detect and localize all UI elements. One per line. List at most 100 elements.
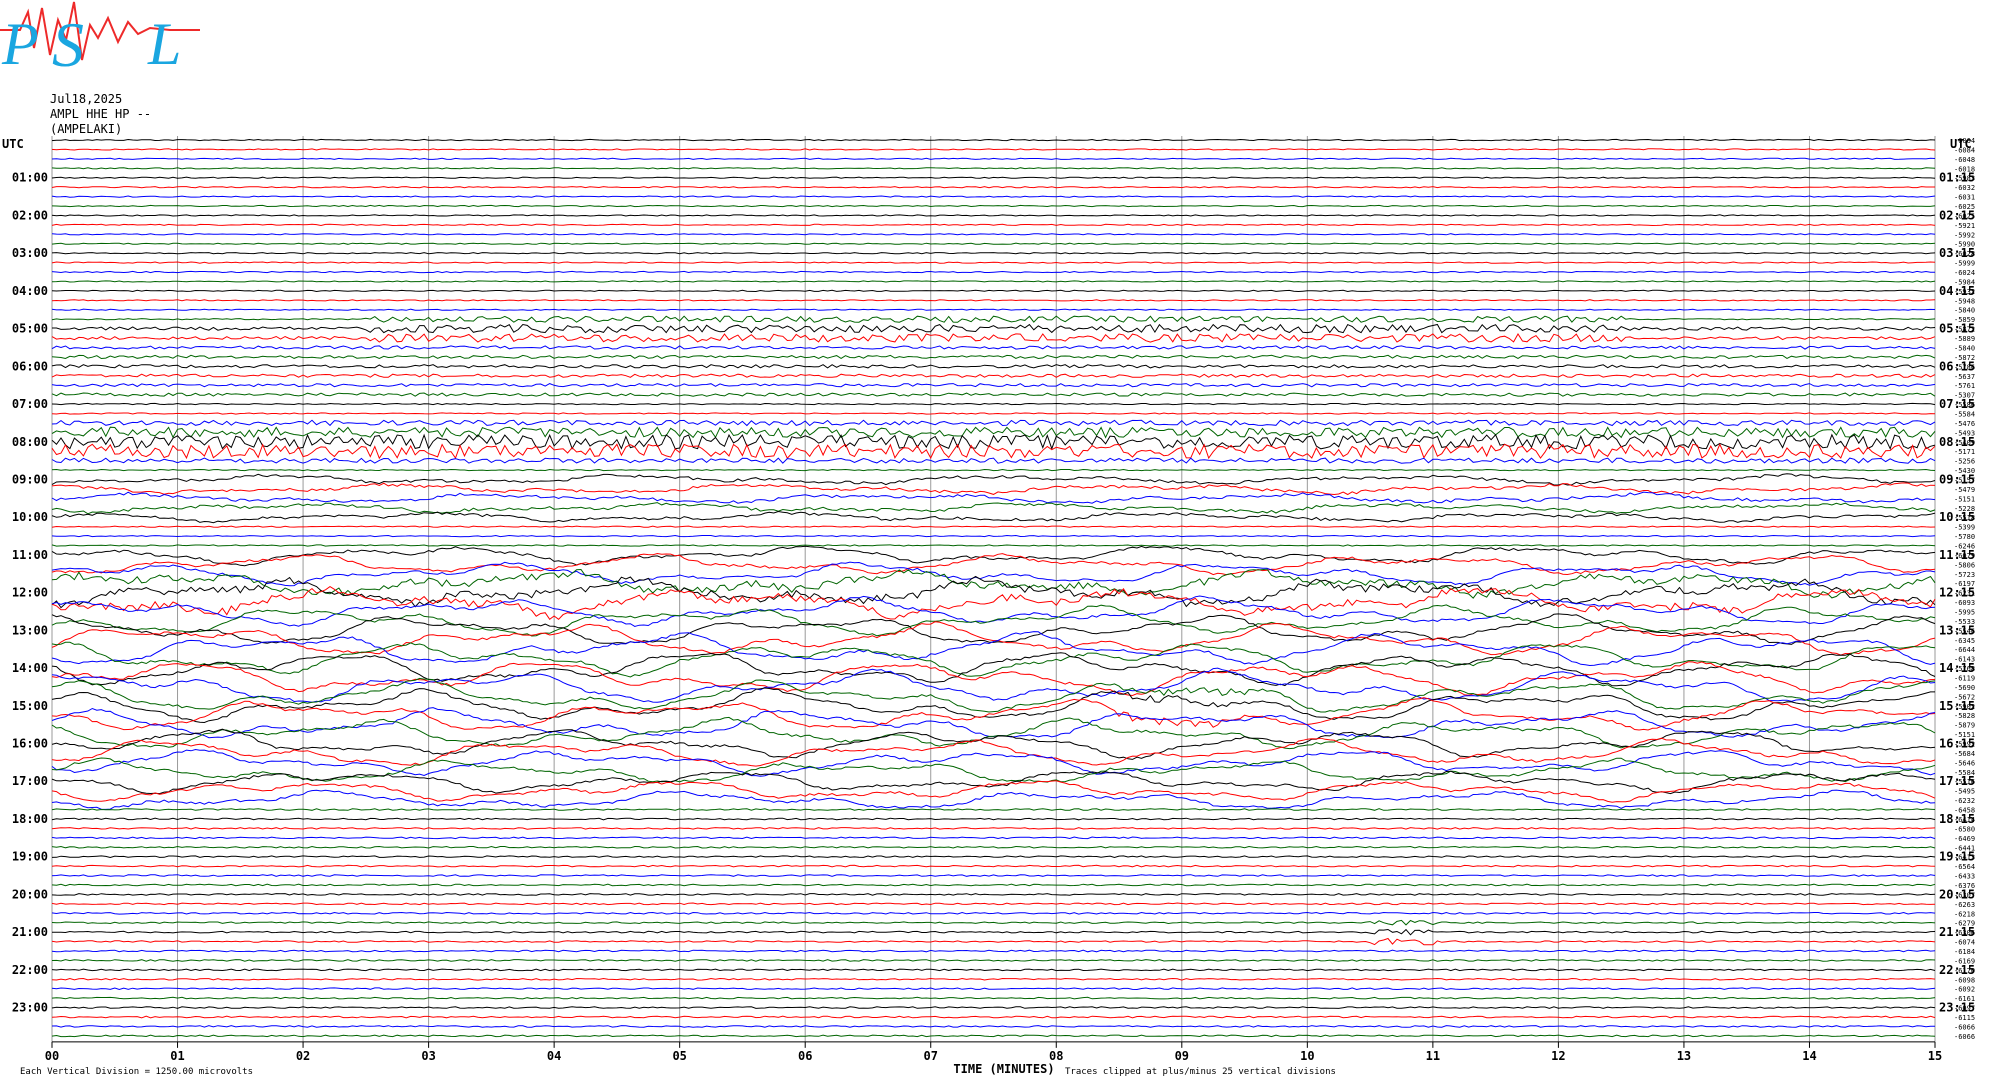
trace-offset-label: -5646 [1954,759,1975,767]
trace-line [51,919,1936,926]
trace-offset-label: -6048 [1954,156,1975,164]
logo-letter-p: P [1,11,39,72]
trace-line [51,364,1936,369]
left-hour-label: 19:00 [12,850,48,864]
trace-line [51,482,1936,496]
trace-offset-label: -5992 [1954,741,1975,749]
trace-offset-label: -5584 [1954,769,1975,777]
trace-offset-label: -6031 [1954,194,1975,202]
right-hour-label: 22:15 [1939,963,1975,977]
left-hour-label: 07:00 [12,397,48,411]
trace-line [51,270,1935,274]
trace-line [51,595,1936,627]
trace-line [51,261,1936,264]
left-hour-label: 18:00 [12,812,48,826]
trace-line [51,289,1936,293]
trace-line [51,977,1936,981]
trace-line [51,817,1936,821]
x-tick-label: 11 [1426,1049,1440,1063]
trace-line [51,996,1936,1000]
trace-line [51,473,1936,486]
trace-offset-label: -6097 [1954,1005,1975,1013]
left-utc-label: UTC [2,137,24,151]
right-hour-label: 05:15 [1939,322,1975,336]
trace-offset-label: -6025 [1954,212,1975,220]
left-hour-label: 15:00 [12,699,48,713]
left-hour-label: 21:00 [12,925,48,939]
trace-offset-label: -5984 [1954,278,1975,286]
trace-line [51,345,1936,350]
trace-line [51,883,1936,887]
trace-offset-label: -5672 [1954,693,1975,701]
trace-offset-label: -5151 [1954,731,1975,739]
date-label: Jul18,2025 [50,92,123,106]
trace-offset-label: -5157 [1954,476,1975,484]
trace-line [51,373,1936,378]
trace-line [51,195,1936,198]
left-hour-label: 06:00 [12,359,48,373]
trace-offset-label: -5586 [1954,401,1975,409]
trace-offset-label: -6345 [1954,637,1975,645]
trace-line [51,928,1936,936]
right-hour-label: 08:15 [1939,435,1975,449]
trace-line [51,383,1936,388]
trace-offset-label: -6098 [1954,976,1975,984]
trace-offset-label: -6170 [1954,967,1975,975]
trace-line [51,433,1936,451]
scale-note: Each Vertical Division = 1250.00 microvo… [20,1067,253,1077]
right-hour-label: 20:15 [1939,887,1975,901]
trace-offset-label: -5948 [1954,297,1975,305]
x-tick-label: 12 [1551,1049,1565,1063]
x-tick-label: 10 [1300,1049,1314,1063]
trace-line [51,1015,1936,1019]
left-hour-label: 22:00 [12,963,48,977]
trace-offset-label: -6169 [1954,957,1975,965]
trace-line [51,902,1936,906]
x-tick-label: 01 [170,1049,184,1063]
trace-line [51,308,1936,311]
right-hour-label: 12:15 [1939,586,1975,600]
trace-offset-label: -6469 [1954,835,1975,843]
trace-line [51,716,1936,750]
left-hour-label: 20:00 [12,887,48,901]
trace-offset-label: -6306 [1954,929,1975,937]
trace-offset-label: -6413 [1954,854,1975,862]
trace-line [51,402,1936,406]
trace-line [51,748,1936,777]
trace-line [51,242,1936,245]
trace-offset-label: -5546 [1954,627,1975,635]
trace-line [51,457,1936,464]
right-hour-label: 09:15 [1939,472,1975,486]
trace-line [51,687,1935,724]
trace-offset-label: -5307 [1954,392,1975,400]
trace-offset-label: -6119 [1954,675,1975,683]
left-hour-label: 02:00 [12,208,48,222]
trace-line [51,299,1936,302]
trace-offset-label: -6580 [1954,825,1975,833]
trace-offset-label: -6066 [1954,1023,1975,1031]
right-hour-label: 14:15 [1939,661,1975,675]
trace-line [51,911,1936,915]
trace-line [51,836,1936,840]
trace-offset-label: -5533 [1954,618,1975,626]
trace-line [51,845,1936,849]
trace-offset-label: -6414 [1954,816,1975,824]
x-tick-label: 04 [547,1049,561,1063]
right-hour-label: 02:15 [1939,208,1975,222]
trace-offset-label: -5518 [1954,514,1975,522]
trace-offset-label: -5889 [1954,335,1975,343]
trace-line [51,893,1936,896]
trace-offset-label: -6218 [1954,910,1975,918]
trace-line [51,780,1936,803]
trace-offset-label: -6644 [1954,646,1975,654]
trace-offset-label: -6564 [1954,863,1975,871]
x-tick-label: 08 [1049,1049,1063,1063]
left-hour-label: 05:00 [12,322,48,336]
trace-line [51,502,1936,515]
trace-line [51,534,1936,538]
trace-line [51,697,1936,731]
trace-offset-label: -5151 [1954,495,1975,503]
trace-offset-label: -5768 [1954,665,1975,673]
trace-line [51,315,1936,323]
